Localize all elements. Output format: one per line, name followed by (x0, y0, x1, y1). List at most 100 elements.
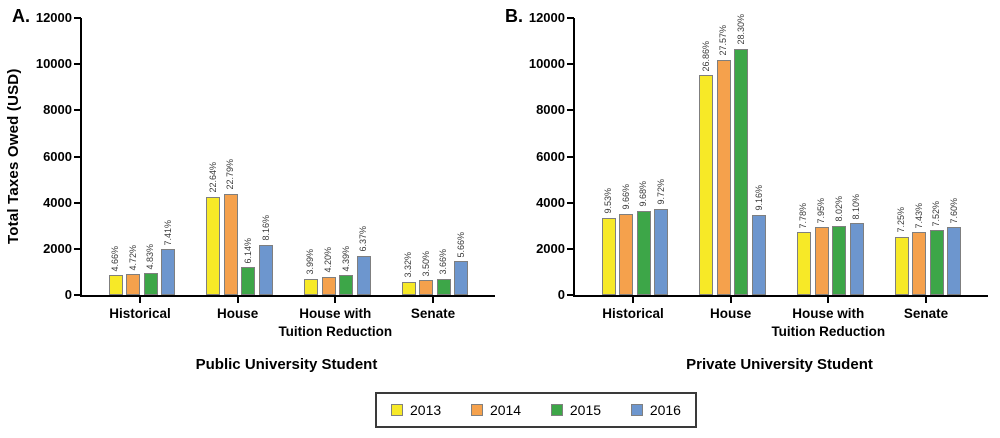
y-tick-label: 6000 (536, 148, 565, 164)
bar-percent-label: 5.66% (455, 231, 466, 258)
bar-2014 (716, 59, 731, 295)
y-axis-tick (567, 294, 574, 296)
y-axis-tick (567, 17, 574, 19)
bar-percent-label: 4.83% (145, 243, 156, 270)
bar-percent-label: 8.10% (851, 193, 862, 220)
category-label: House with Tuition Reduction (771, 306, 886, 339)
bar-2016 (161, 249, 176, 295)
y-tick-label: 8000 (43, 102, 72, 118)
bar-percent-label: 3.50% (420, 250, 431, 277)
bar-2016 (654, 208, 669, 295)
bar-percent-label: 26.86% (700, 40, 711, 72)
bar-2016 (849, 223, 864, 295)
category-label: House (217, 306, 259, 321)
bar-2013 (894, 236, 909, 295)
plot-area-public: 4.66% 4.72% 4.83% 7.41% 22.64% 22.79% 6.14% 8.1… (80, 18, 495, 297)
bar-2016 (356, 255, 371, 295)
bar-2015 (339, 275, 354, 295)
category-label: House with Tuition Reduction (278, 306, 393, 339)
y-tick-label: 12000 (35, 10, 72, 25)
bar-2016 (454, 261, 469, 295)
bar-percent-label: 4.72% (127, 244, 138, 271)
legend-item-2015: 2015 (550, 402, 602, 418)
y-axis-tick (74, 17, 81, 19)
y-axis-tick (567, 109, 574, 112)
legend-label-2014: 2014 (489, 402, 522, 418)
y-axis-tick (74, 294, 81, 296)
legend-label-2015: 2015 (569, 402, 602, 418)
legend-swatch-2016-icon (630, 404, 643, 416)
x-axis-tick (334, 297, 337, 303)
bar-percent-label: 7.60% (948, 197, 959, 224)
y-axis-tick (74, 109, 81, 112)
legend-swatch-2013-icon (391, 404, 403, 416)
category-label: Historical (109, 306, 171, 321)
bar-percent-label: 7.78% (798, 202, 809, 229)
x-axis-tick (924, 297, 927, 303)
legend-item-2014: 2014 (470, 402, 522, 418)
bar-2013 (796, 232, 811, 295)
y-axis-tick (74, 63, 81, 66)
bar-2013 (303, 278, 318, 295)
x-axis-tick (729, 297, 732, 303)
x-axis-tick (139, 297, 141, 303)
bar-percent-label: 7.41% (162, 219, 173, 246)
x-axis-tick (431, 297, 434, 303)
bar-2014 (321, 277, 336, 295)
y-axis-tick (567, 63, 574, 66)
bar-percent-label: 7.52% (931, 200, 942, 227)
bar-2013 (206, 196, 221, 295)
bar-percent-label: 22.64% (207, 162, 218, 193)
category-label: Senate (903, 306, 949, 321)
y-tick-label: 4000 (536, 194, 565, 210)
y-tick-label: 0 (557, 287, 565, 302)
bar-percent-label: 7.95% (816, 197, 827, 224)
category-label: House (710, 306, 752, 321)
x-axis-tick (236, 297, 239, 303)
bar-2013 (108, 275, 123, 295)
bar-percent-label: 3.66% (438, 249, 449, 275)
bar-percent-label: 6.37% (358, 226, 369, 252)
bar-percent-label: 9.72% (655, 179, 666, 205)
legend-swatch-2015-icon (550, 404, 563, 416)
category-label: Historical (602, 306, 664, 321)
y-tick-label: 2000 (536, 240, 565, 256)
x-axis-tick (632, 297, 634, 303)
panel-label-b: B. (505, 6, 523, 26)
y-tick-label: 10000 (528, 56, 565, 72)
panel-label-a: A. (12, 6, 30, 26)
y-tick-label: 10000 (35, 56, 72, 72)
bar-percent-label: 7.25% (896, 207, 907, 233)
y-tick-label: 2000 (43, 240, 72, 256)
bar-percent-label: 9.53% (603, 188, 614, 214)
legend-item-2016: 2016 (630, 402, 681, 418)
bar-percent-label: 27.57% (718, 25, 729, 56)
chart-panel-public: A. Total Taxes Owed (USD) 4.66% 4.72% 4.83… (5, 6, 495, 373)
chart-title-private: Private University Student (686, 356, 873, 373)
bar-2015 (241, 267, 256, 295)
bar-percent-label: 7.43% (913, 202, 924, 229)
legend: 2013 2014 2015 2016 (375, 392, 697, 428)
bar-2015 (436, 278, 451, 295)
plot-area-private: 9.53% 9.66% 9.68% 9.72% 26.86% 27.57% 28.30% 9.… (573, 14, 988, 297)
y-axis-tick (567, 201, 574, 204)
x-axis-tick (827, 297, 830, 303)
y-axis-tick (74, 247, 81, 250)
bar-2014 (619, 213, 634, 295)
bar-percent-label: 9.66% (620, 184, 631, 210)
chart-title-public: Public University Student (195, 356, 378, 373)
bar-2016 (752, 214, 767, 295)
y-axis-tick (74, 155, 81, 158)
legend-item-2013: 2013 (391, 402, 441, 418)
bar-percent-label: 28.30% (735, 14, 746, 45)
category-label: Senate (410, 306, 456, 321)
y-tick-label: 0 (64, 287, 72, 302)
bar-percent-label: 22.79% (225, 159, 236, 190)
bar-2016 (259, 244, 274, 295)
bar-2014 (223, 193, 238, 295)
chart-panel-private: B. 9.53% 9.66% 9.68% 9.72% 26.86% 27.57% 28.30… (493, 0, 1000, 438)
bar-2015 (636, 210, 651, 295)
bar-2014 (912, 232, 927, 295)
bar-percent-label: 9.16% (753, 185, 764, 211)
